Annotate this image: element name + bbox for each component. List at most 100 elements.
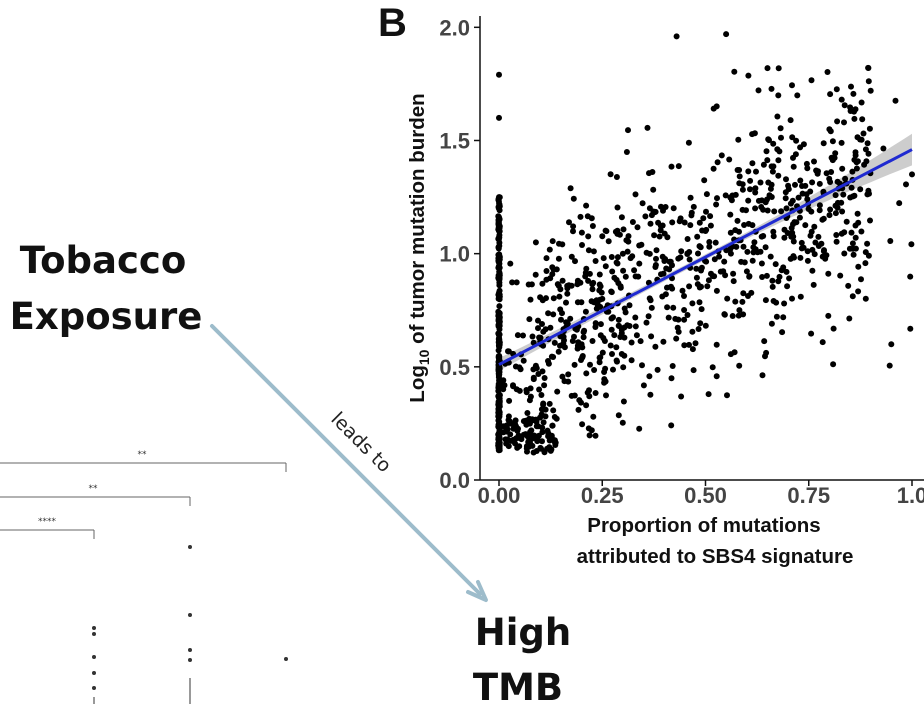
scatter-point xyxy=(769,168,776,175)
scatter-point xyxy=(627,255,634,262)
scatter-point xyxy=(669,219,676,226)
scatter-point xyxy=(601,369,608,375)
scatter-point xyxy=(731,68,738,75)
scatter-point xyxy=(779,329,786,336)
scatter-point xyxy=(660,270,667,277)
scatter-point xyxy=(532,271,539,278)
scatter-point xyxy=(791,254,797,261)
x-tick-label: 0.25 xyxy=(581,483,624,508)
scatter-point xyxy=(816,180,823,187)
scatter-point xyxy=(569,338,576,344)
cause-label-line2: Exposure xyxy=(10,295,203,338)
scatter-point xyxy=(736,307,743,314)
scatter-point xyxy=(776,148,783,155)
scatter-point xyxy=(536,386,543,393)
scatter-point xyxy=(529,333,536,340)
scatter-point xyxy=(547,275,554,282)
scatter-point xyxy=(578,229,585,236)
scatter-point xyxy=(654,366,661,373)
scatter-point xyxy=(745,220,752,227)
scatter-point xyxy=(496,318,502,325)
scatter-point xyxy=(722,192,729,199)
scatter-point xyxy=(553,266,560,273)
scatter-point xyxy=(780,264,787,271)
scatter-point xyxy=(586,393,593,400)
scatter-point xyxy=(770,298,777,304)
scatter-point xyxy=(623,149,630,155)
scatter-point xyxy=(689,300,696,307)
scatter-point xyxy=(867,217,873,224)
scatter-point xyxy=(549,422,556,429)
scatter-point xyxy=(525,281,532,288)
scatter-point xyxy=(760,161,767,168)
scatter-point xyxy=(734,217,741,224)
scatter-point xyxy=(496,71,502,78)
scatter-point xyxy=(679,287,686,294)
scatter-point xyxy=(496,214,502,221)
scatter-point xyxy=(510,383,517,390)
scatter-point xyxy=(559,277,566,284)
scatter-point xyxy=(668,422,675,429)
scatter-point xyxy=(598,289,605,296)
scatter-point xyxy=(670,304,677,311)
scatter-point xyxy=(825,312,832,319)
scatter-point xyxy=(768,85,775,92)
scatter-point xyxy=(510,437,517,444)
y-axis-title: Log10 of tumor mutation burden xyxy=(406,93,432,402)
scatter-point xyxy=(800,141,807,148)
scatter-point xyxy=(537,444,544,451)
scatter-point xyxy=(570,223,577,230)
scatter-point xyxy=(749,257,756,264)
scatter-point xyxy=(636,260,643,267)
scatter-point xyxy=(705,391,712,398)
scatter-point xyxy=(590,413,597,420)
scatter-point xyxy=(620,398,627,405)
scatter-point xyxy=(639,200,646,207)
scatter-point xyxy=(613,174,620,180)
scatter-point xyxy=(675,316,682,323)
scatter-point xyxy=(714,195,720,202)
scatter-point xyxy=(608,315,615,322)
scatter-point xyxy=(635,273,642,280)
scatter-point xyxy=(757,179,764,186)
scatter-point xyxy=(539,297,546,304)
scatter-point xyxy=(841,119,847,126)
scatter-point xyxy=(690,203,697,210)
scatter-point xyxy=(586,387,592,394)
scatter-point xyxy=(739,181,746,188)
scatter-point xyxy=(804,248,811,255)
scatter-point xyxy=(855,263,862,270)
scatter-point xyxy=(762,199,769,206)
scatter-point xyxy=(755,87,762,94)
scatter-point xyxy=(812,239,819,246)
scatter-point xyxy=(770,233,777,240)
scatter-chart: B 0.0 0.5 1.0 1.5 2.0 0.00 0.25 0.50 0.75 1.0 Pr… xyxy=(378,1,924,568)
scatter-point xyxy=(802,182,809,189)
scatter-point xyxy=(717,268,724,275)
scatter-point xyxy=(614,204,621,211)
scatter-point xyxy=(728,197,735,204)
scatter-point xyxy=(740,290,747,297)
scatter-point xyxy=(532,239,539,246)
scatter-point xyxy=(662,204,669,210)
scatter-point xyxy=(846,315,853,322)
scatter-point xyxy=(820,140,827,147)
scatter-point xyxy=(763,349,770,356)
scatter-point xyxy=(896,200,903,207)
scatter-point xyxy=(794,92,801,99)
scatter-point xyxy=(839,208,846,215)
scatter-point xyxy=(724,392,730,399)
scatter-point xyxy=(703,191,710,198)
scatter-point xyxy=(524,410,531,416)
scatter-point xyxy=(495,436,502,443)
scatter-point xyxy=(758,233,765,240)
scatter-point xyxy=(849,168,856,175)
scatter-point xyxy=(841,250,848,257)
scatter-point xyxy=(783,205,790,212)
scatter-point xyxy=(759,372,766,379)
scatter-point xyxy=(841,102,848,109)
scatter-point xyxy=(610,366,616,373)
scatter-point xyxy=(609,351,615,357)
scatter-point xyxy=(582,269,589,276)
scatter-point xyxy=(690,367,697,374)
